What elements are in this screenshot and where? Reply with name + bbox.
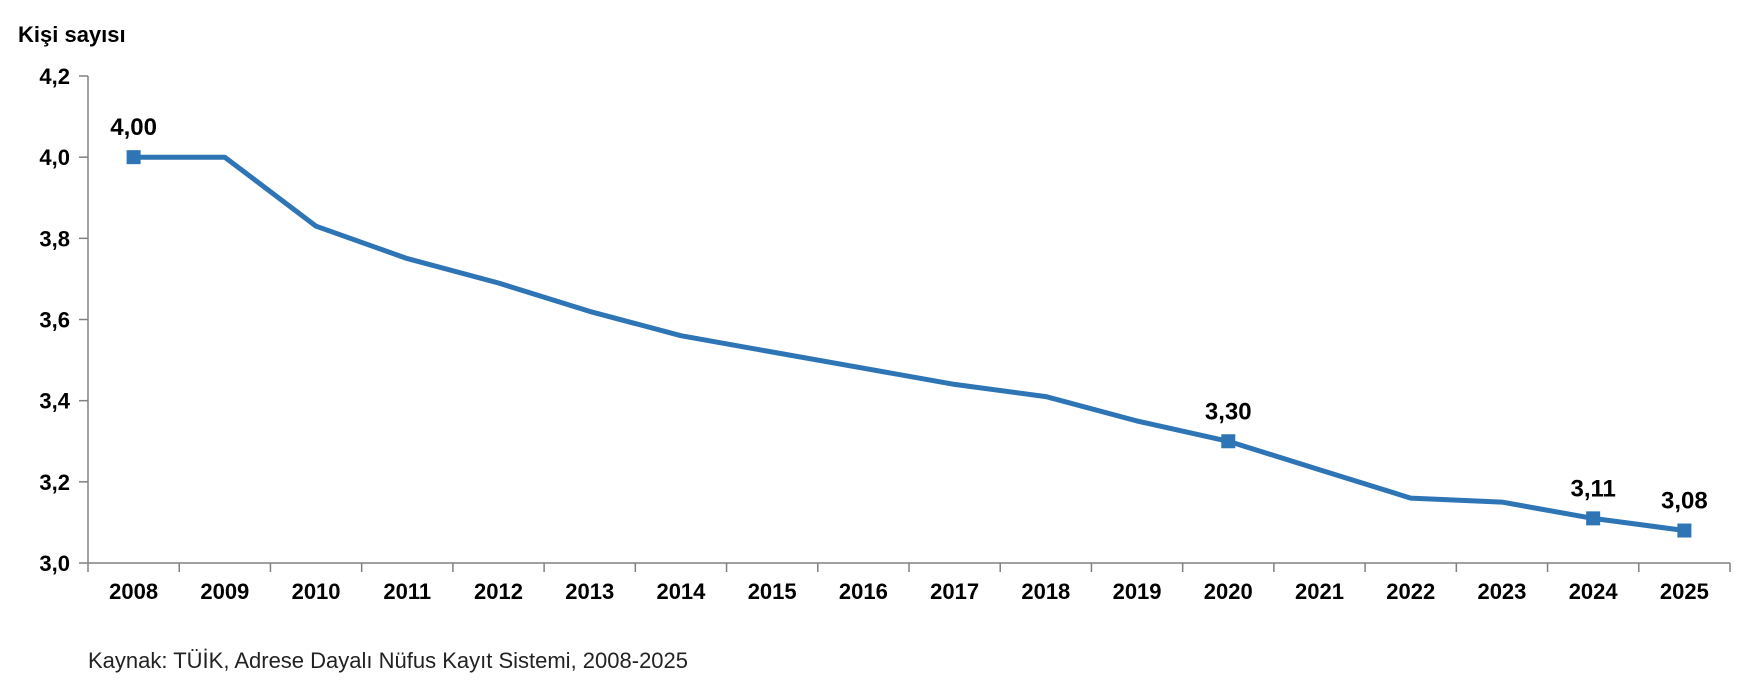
data-label: 4,00 [110,114,157,141]
y-axis-title: Kişi sayısı [18,22,126,47]
marker-group [126,150,1692,538]
y-tick-label: 3,4 [39,389,70,414]
y-tick-label: 4,2 [39,64,70,89]
axes [79,75,1731,572]
y-tick-labels: 3,0 3,2 3,4 3,6 3,8 4,0 4,2 [39,64,70,576]
x-tick-label: 2024 [1569,579,1619,604]
data-point-marker [1586,511,1601,526]
y-tick-label: 3,0 [39,551,70,576]
x-tick-label: 2010 [292,579,341,604]
x-tick-label: 2015 [748,579,797,604]
x-tick-label: 2017 [930,579,979,604]
series-group [131,154,1687,533]
y-tick-label: 3,6 [39,308,70,333]
x-tick-label: 2011 [383,579,431,604]
data-point-marker [1221,434,1236,449]
data-label: 3,08 [1661,488,1708,515]
y-tick-label: 3,2 [39,470,70,495]
x-tick-label: 2018 [1021,579,1070,604]
y-tick-label: 4,0 [39,145,70,170]
y-tick-label: 3,8 [39,226,70,251]
data-point-marker [1677,523,1692,538]
data-point-marker [126,150,141,165]
source-note: Kaynak: TÜİK, Adrese Dayalı Nüfus Kayıt … [88,648,689,673]
x-tick-label: 2020 [1204,579,1253,604]
x-tick-label: 2022 [1386,579,1435,604]
x-tick-label: 2013 [565,579,614,604]
x-tick-label: 2016 [839,579,888,604]
x-tick-label: 2019 [1113,579,1162,604]
series-line [131,154,1687,533]
x-tick-label: 2012 [474,579,523,604]
x-tick-label: 2009 [200,579,249,604]
data-label: 3,11 [1570,475,1615,502]
data-label: 3,30 [1205,398,1252,425]
x-tick-label: 2008 [109,579,158,604]
x-tick-label: 2014 [656,579,706,604]
x-tick-label: 2023 [1477,579,1526,604]
data-label-group: 4,00 3,30 3,11 3,08 [110,114,1707,514]
x-tick-label: 2025 [1660,579,1709,604]
x-tick-labels: 2008 2009 2010 2011 2012 2013 2014 2015 2016 2017… [109,579,1709,604]
x-tick-label: 2021 [1295,579,1344,604]
